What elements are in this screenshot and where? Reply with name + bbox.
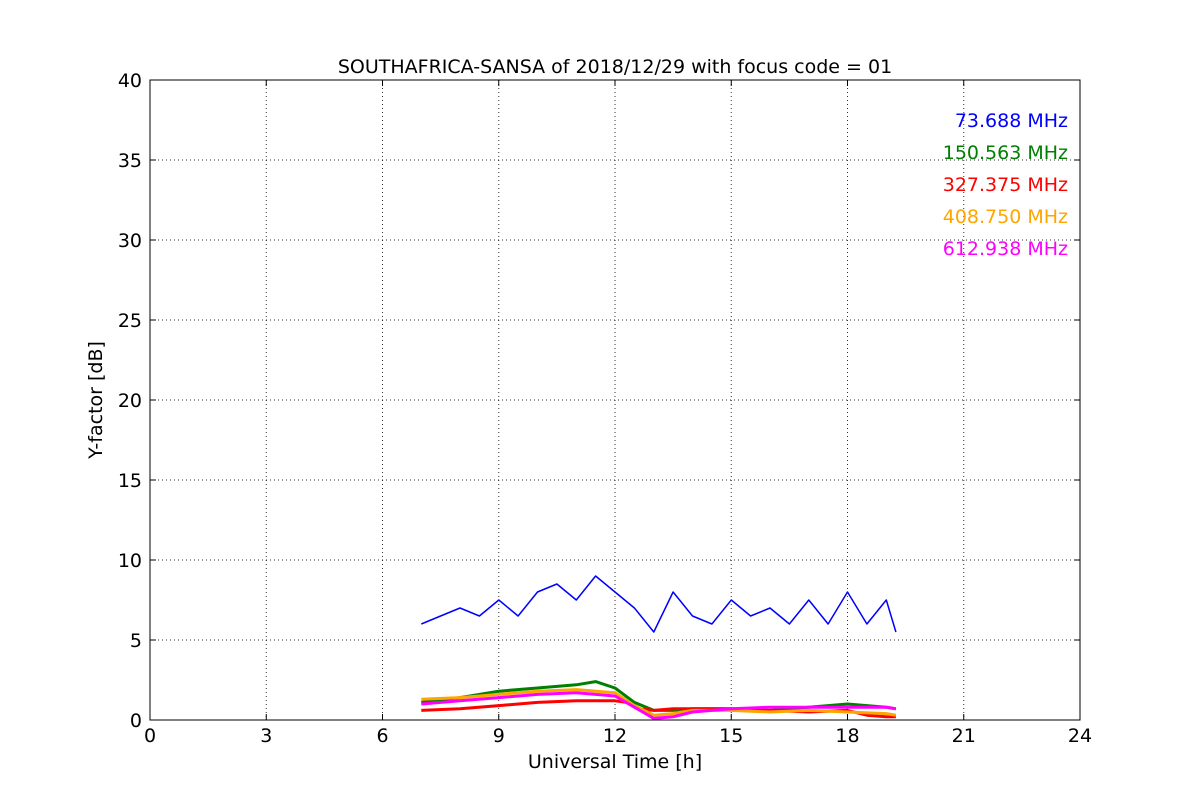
series-layer — [421, 575, 897, 720]
y-tick-label: 35 — [118, 150, 142, 172]
chart-title: SOUTHAFRICA-SANSA of 2018/12/29 with foc… — [338, 56, 892, 78]
legend-entry: 612.938 MHz — [943, 238, 1068, 260]
legend-entry: 73.688 MHz — [955, 110, 1068, 132]
y-tick-label: 40 — [118, 70, 142, 92]
x-tick-label: 12 — [603, 725, 627, 747]
y-tick-label: 10 — [118, 550, 142, 572]
x-tick-label: 24 — [1068, 725, 1092, 747]
x-tick-label: 3 — [260, 725, 272, 747]
tick-labels: 0 3 6 9 12 15 18 21 24 0 5 10 15 20 25 30 35 40 — [118, 70, 1092, 747]
y-tick-label: 20 — [118, 390, 142, 412]
x-tick-label: 21 — [952, 725, 976, 747]
x-tick-label: 0 — [144, 725, 156, 747]
legend-entry: 150.563 MHz — [943, 142, 1068, 164]
y-tick-label: 0 — [130, 710, 142, 732]
series-line-3 — [421, 688, 897, 717]
y-tick-label: 15 — [118, 470, 142, 492]
series-line-4 — [421, 691, 897, 720]
y-axis-label: Y-factor [dB] — [85, 341, 107, 460]
x-tick-label: 15 — [719, 725, 743, 747]
x-axis-label: Universal Time [h] — [528, 751, 702, 773]
legend-entry: 408.750 MHz — [943, 206, 1068, 228]
legend-entry: 327.375 MHz — [943, 174, 1068, 196]
series-line-0 — [421, 575, 897, 633]
y-tick-label: 5 — [130, 630, 142, 652]
y-tick-label: 25 — [118, 310, 142, 332]
x-tick-label: 6 — [376, 725, 388, 747]
x-tick-label: 18 — [835, 725, 859, 747]
legend: 73.688 MHz 150.563 MHz 327.375 MHz 408.750 … — [943, 110, 1068, 260]
y-tick-label: 30 — [118, 230, 142, 252]
grid — [150, 80, 1080, 720]
x-tick-label: 9 — [493, 725, 505, 747]
ticks — [149, 79, 1081, 721]
